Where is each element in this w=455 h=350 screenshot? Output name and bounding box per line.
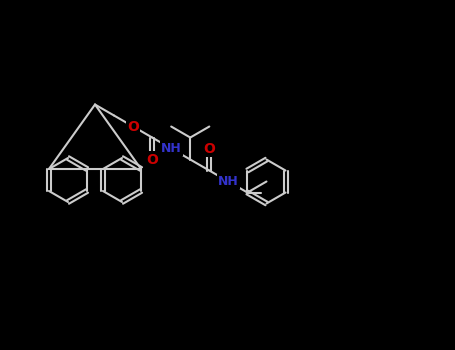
Text: O: O: [146, 153, 158, 167]
Text: O: O: [127, 120, 139, 134]
Text: O: O: [203, 141, 215, 155]
Text: NH: NH: [161, 142, 182, 155]
Text: NH: NH: [218, 175, 239, 188]
